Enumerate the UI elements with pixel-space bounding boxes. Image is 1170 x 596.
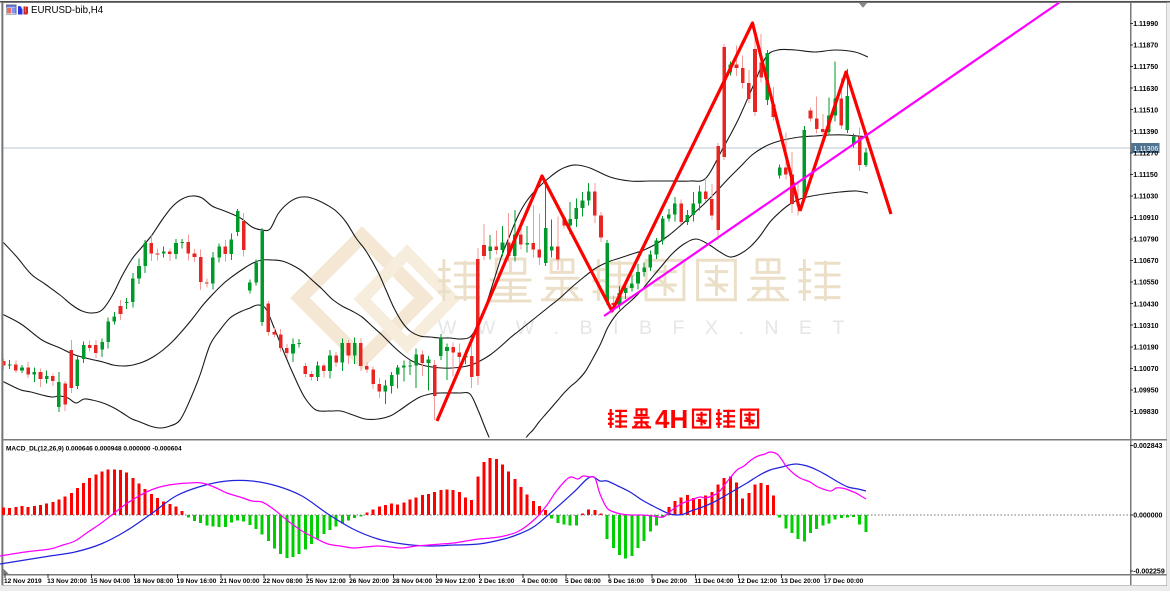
svg-text:13 Nov 20:00: 13 Nov 20:00	[47, 578, 87, 585]
svg-text:1.10430: 1.10430	[1133, 301, 1158, 308]
svg-text:0.002843: 0.002843	[1133, 443, 1162, 450]
svg-text:2 Dec 16:00: 2 Dec 16:00	[479, 578, 515, 585]
svg-text:4H: 4H	[655, 404, 688, 434]
svg-text:1.09950: 1.09950	[1133, 387, 1158, 394]
svg-text:1.11390: 1.11390	[1133, 129, 1158, 136]
svg-text:19 Nov 16:00: 19 Nov 16:00	[177, 578, 217, 585]
svg-text:28 Nov 04:00: 28 Nov 04:00	[392, 578, 432, 585]
svg-text:4 Dec 00:00: 4 Dec 00:00	[522, 578, 558, 585]
svg-text:18 Nov 08:00: 18 Nov 08:00	[133, 578, 173, 585]
svg-text:1.09830: 1.09830	[1133, 409, 1158, 416]
svg-text:MACD_DL(12,26,9) 0.000646 0.00: MACD_DL(12,26,9) 0.000646 0.000948 0.000…	[6, 445, 182, 452]
svg-text:12 Nov 2019: 12 Nov 2019	[4, 578, 42, 585]
svg-text:6 Dec 16:00: 6 Dec 16:00	[608, 578, 644, 585]
svg-text:1.11990: 1.11990	[1133, 21, 1158, 28]
svg-text:1.11270: 1.11270	[1133, 150, 1158, 157]
svg-text:9 Dec 20:00: 9 Dec 20:00	[651, 578, 687, 585]
svg-text:13 Dec 20:00: 13 Dec 20:00	[781, 578, 821, 585]
svg-text:26 Nov 20:00: 26 Nov 20:00	[349, 578, 389, 585]
svg-text:5 Dec 08:00: 5 Dec 08:00	[565, 578, 601, 585]
svg-text:1.10310: 1.10310	[1133, 323, 1158, 330]
svg-text:1.11030: 1.11030	[1133, 194, 1158, 201]
svg-text:1.10550: 1.10550	[1133, 280, 1158, 287]
svg-text:17 Dec 00:00: 17 Dec 00:00	[824, 578, 864, 585]
svg-text:1.11306: 1.11306	[1134, 146, 1159, 153]
svg-text:0.000000: 0.000000	[1133, 513, 1162, 520]
svg-text:EURUSD-bib,H4: EURUSD-bib,H4	[31, 5, 104, 16]
svg-text:1.10790: 1.10790	[1133, 237, 1158, 244]
svg-text:1.11870: 1.11870	[1133, 43, 1158, 50]
svg-text:11 Dec 04:00: 11 Dec 04:00	[694, 578, 733, 585]
svg-text:22 Nov 08:00: 22 Nov 08:00	[263, 578, 303, 585]
svg-text:1.11750: 1.11750	[1133, 64, 1158, 71]
svg-text:21 Nov 00:00: 21 Nov 00:00	[220, 578, 260, 585]
svg-text:12 Dec 12:00: 12 Dec 12:00	[738, 578, 778, 585]
svg-text:1.11630: 1.11630	[1133, 86, 1158, 93]
svg-text:1.11510: 1.11510	[1133, 107, 1158, 114]
svg-text:1.10070: 1.10070	[1133, 366, 1158, 373]
svg-text:25 Nov 12:00: 25 Nov 12:00	[306, 578, 346, 585]
svg-text:1.10670: 1.10670	[1133, 258, 1158, 265]
svg-text:1.10190: 1.10190	[1133, 344, 1158, 351]
svg-text:1.11150: 1.11150	[1133, 172, 1158, 179]
svg-text:-0.002259: -0.002259	[1133, 569, 1165, 576]
svg-text:15 Nov 04:00: 15 Nov 04:00	[90, 578, 130, 585]
svg-text:1.10910: 1.10910	[1133, 215, 1158, 222]
svg-text:WWW.BIBFX.NET: WWW.BIBFX.NET	[438, 317, 865, 339]
svg-text:29 Nov 12:00: 29 Nov 12:00	[436, 578, 476, 585]
